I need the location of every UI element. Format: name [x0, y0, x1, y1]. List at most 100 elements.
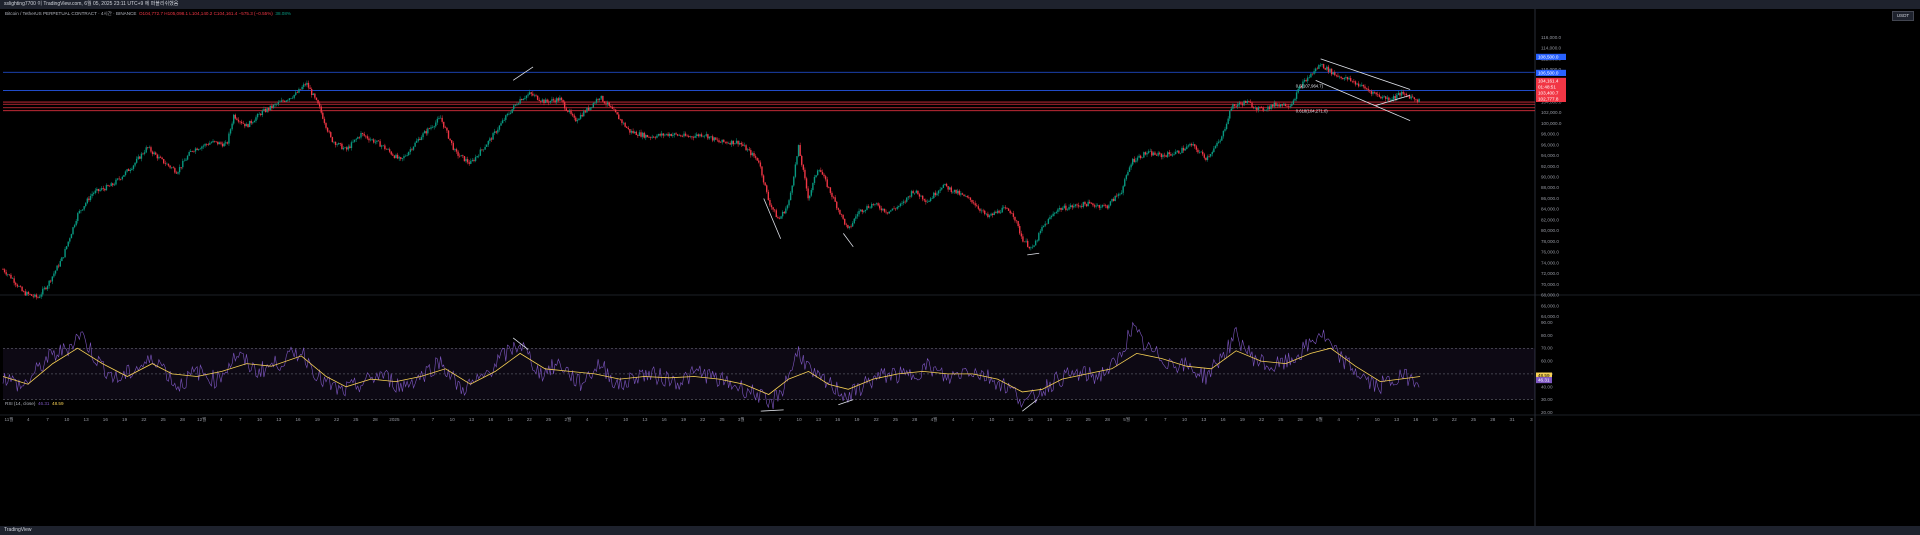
bull-candle	[198, 149, 200, 151]
rsi-value-label-bg	[1536, 372, 1552, 379]
bear-candle	[759, 162, 762, 167]
price-tick-label: 64,000.0	[1541, 314, 1559, 319]
bear-candle	[1286, 106, 1288, 107]
bear-candle	[314, 93, 316, 98]
bull-candle	[891, 208, 894, 211]
bear-candle	[982, 210, 984, 212]
bull-candle	[949, 187, 951, 190]
bear-candle	[330, 132, 332, 138]
bull-candle	[708, 136, 711, 139]
bull-candle	[661, 133, 663, 136]
bull-candle	[132, 165, 135, 169]
bear-candle	[1300, 86, 1303, 88]
bear-candle	[345, 147, 348, 150]
bull-candle	[996, 210, 999, 214]
bull-candle	[888, 211, 890, 214]
bear-candle	[1278, 104, 1280, 107]
bull-candle	[871, 204, 873, 208]
bull-candle	[186, 155, 189, 160]
price-label: 01:48:51	[1538, 85, 1556, 90]
bull-candle	[188, 151, 190, 156]
bull-candle	[478, 155, 480, 157]
bull-candle	[1079, 206, 1081, 207]
bear-candle	[697, 134, 700, 137]
bull-candle	[999, 212, 1002, 214]
bull-candle	[508, 113, 510, 115]
bull-candle	[338, 143, 340, 145]
bull-candle	[901, 203, 903, 204]
bear-candle	[1160, 153, 1163, 158]
bull-candle	[395, 154, 397, 159]
bear-candle	[205, 144, 208, 145]
bull-candle	[482, 149, 485, 151]
bear-candle	[396, 154, 399, 159]
bull-candle	[931, 198, 933, 199]
bull-candle	[926, 201, 929, 203]
bull-candle	[1138, 155, 1140, 158]
bear-candle	[27, 292, 30, 294]
bear-candle	[150, 147, 152, 152]
bear-candle	[1404, 93, 1406, 95]
trend-mark-line	[512, 66, 534, 81]
bull-candle	[1025, 240, 1027, 242]
bull-candle	[454, 149, 456, 150]
time-tick-label: 22	[1452, 417, 1458, 422]
bear-candle	[1089, 201, 1091, 204]
bull-candle	[274, 104, 276, 105]
bear-candle	[840, 214, 843, 215]
bear-candle	[1023, 241, 1026, 243]
bull-candle	[46, 286, 49, 290]
bear-candle	[584, 111, 587, 113]
bull-candle	[1141, 157, 1143, 159]
bear-candle	[1384, 96, 1387, 99]
bear-candle	[616, 112, 618, 115]
currency-button[interactable]: USDT	[1892, 11, 1914, 21]
bull-candle	[436, 118, 439, 123]
price-label: 108,500.0	[1538, 55, 1559, 60]
bear-candle	[777, 217, 779, 219]
bull-candle	[422, 133, 424, 138]
bull-candle	[91, 193, 93, 196]
bear-candle	[756, 157, 758, 161]
time-tick-label: 7	[971, 417, 974, 422]
bear-candle	[447, 130, 450, 139]
bull-candle	[1122, 186, 1124, 193]
price-tick-label: 90,000.0	[1541, 175, 1559, 180]
bear-candle	[1028, 246, 1030, 249]
bear-candle	[829, 187, 832, 193]
bear-candle	[554, 100, 556, 103]
bull-candle	[1221, 136, 1223, 141]
bull-candle	[1128, 167, 1131, 172]
bear-candle	[1353, 81, 1355, 82]
candles	[2, 63, 1420, 300]
bear-candle	[667, 133, 669, 136]
bull-candle	[689, 136, 692, 137]
bear-candle	[1139, 155, 1142, 159]
bear-candle	[823, 174, 825, 177]
bear-candle	[977, 206, 980, 209]
bull-candle	[910, 191, 913, 197]
bull-candle	[853, 218, 855, 223]
bear-candle	[680, 135, 682, 137]
bull-candle	[939, 189, 941, 191]
bull-candle	[1176, 150, 1178, 152]
bear-candle	[716, 139, 719, 141]
rsi-trend-mark-line	[512, 337, 529, 350]
bear-candle	[174, 168, 176, 173]
bear-candle	[974, 203, 976, 206]
bull-candle	[427, 128, 429, 134]
bull-candle	[387, 149, 389, 150]
bull-candle	[382, 145, 384, 147]
bull-candle	[633, 131, 636, 133]
bear-candle	[961, 193, 964, 195]
price-label-bg	[1536, 77, 1566, 84]
symbol-legend[interactable]: Bitcoin / TetherUS PERPETUAL CONTRACT · …	[5, 11, 291, 17]
bull-candle	[266, 108, 268, 112]
bull-candle	[415, 140, 418, 143]
bull-candle	[528, 92, 531, 95]
bull-candle	[583, 111, 585, 117]
bear-candle	[1170, 154, 1172, 156]
rsi-legend[interactable]: RSI (14, close) 46.31 48.59	[5, 401, 64, 406]
price-tick-label: 70,000.0	[1541, 282, 1559, 287]
